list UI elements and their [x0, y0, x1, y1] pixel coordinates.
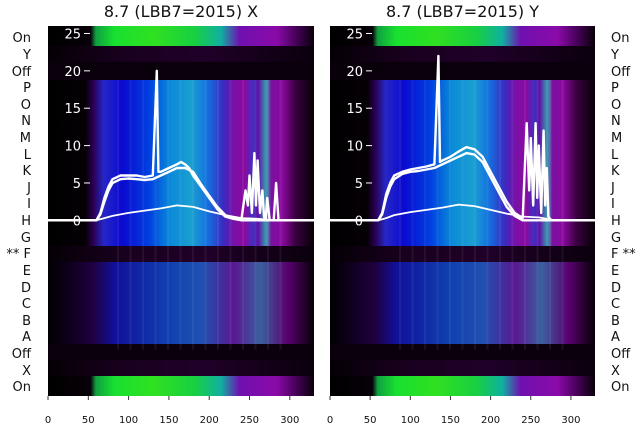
y-tick-label: 20 — [346, 65, 363, 80]
x-tick-label: 200 — [481, 415, 500, 426]
row-label: J — [26, 181, 31, 196]
row-label: B — [611, 314, 620, 329]
y-tick-label: 15 — [64, 102, 81, 117]
row-label: E — [23, 264, 31, 279]
row-label: I — [27, 197, 31, 212]
band-y-top — [48, 46, 314, 62]
row-label: L — [611, 148, 619, 163]
band-x-bottom — [330, 360, 595, 376]
band-main-lower — [330, 262, 595, 344]
row-label: P — [23, 81, 31, 96]
row-label: N — [21, 114, 31, 129]
x-tick-label: 50 — [364, 415, 377, 426]
band-off-top — [330, 62, 595, 80]
series-line-2 — [48, 166, 314, 222]
row-label: L — [24, 148, 32, 163]
y-tick-label: 10 — [346, 140, 363, 155]
row-label: J — [610, 181, 615, 196]
series-line-1 — [330, 54, 595, 222]
row-label: On — [13, 31, 31, 46]
row-label: P — [611, 81, 619, 96]
y-tick-label: 0 — [355, 214, 363, 229]
row-label: G — [611, 231, 621, 246]
y-tick-label: 25 — [346, 27, 363, 42]
y-tick-label: 5 — [355, 177, 363, 192]
band-f — [330, 246, 595, 262]
row-label: Y — [610, 48, 619, 63]
row-label: Off — [611, 347, 631, 362]
y-tick-label: 25 — [64, 27, 81, 42]
row-label: C — [611, 297, 620, 312]
row-label: F ** — [611, 247, 636, 262]
y-tick-label: 20 — [64, 65, 81, 80]
row-label: Off — [611, 65, 631, 80]
x-tick-label: 250 — [240, 415, 259, 426]
row-label: Y — [22, 48, 31, 63]
row-label: C — [22, 297, 31, 312]
x-tick-label: 300 — [280, 415, 299, 426]
row-label: O — [21, 98, 31, 113]
x-tick-label: 150 — [441, 415, 460, 426]
row-label: H — [21, 214, 31, 229]
row-label: K — [611, 164, 620, 179]
band-on-top — [330, 26, 595, 46]
row-label: ** F — [6, 247, 31, 262]
row-label: D — [611, 281, 621, 296]
band-off-bottom — [330, 344, 595, 360]
x-tick-label: 0 — [327, 415, 333, 426]
band-x-bottom — [48, 360, 314, 376]
row-label: On — [611, 380, 629, 395]
x-tick-label: 150 — [159, 415, 178, 426]
y-tick-label: 10 — [64, 140, 81, 155]
row-label: Off — [12, 347, 32, 362]
chart-title: 8.7 (LBB7=2015) X — [104, 2, 258, 21]
row-label: B — [22, 314, 31, 329]
band-off-bottom — [48, 344, 314, 360]
row-label: D — [21, 281, 31, 296]
series-line-2 — [330, 151, 595, 222]
band-off-top — [48, 62, 314, 80]
row-label: On — [611, 31, 629, 46]
series-line-3 — [330, 203, 595, 222]
y-tick-label: 15 — [346, 102, 363, 117]
row-label: N — [611, 114, 621, 129]
row-label: M — [20, 131, 31, 146]
y-tick-label: 5 — [73, 177, 81, 192]
x-tick-label: 50 — [82, 415, 95, 426]
band-f — [48, 246, 314, 262]
row-label: X — [22, 364, 31, 379]
band-on-bottom — [330, 376, 595, 396]
chart-title: 8.7 (LBB7=2015) Y — [386, 2, 539, 21]
band-y-top — [330, 46, 595, 62]
x-tick-label: 100 — [119, 415, 138, 426]
band-on-top — [48, 26, 314, 46]
row-label: O — [611, 98, 621, 113]
row-label: E — [611, 264, 619, 279]
row-label: A — [22, 330, 31, 345]
row-label: A — [611, 330, 620, 345]
band-on-bottom — [48, 376, 314, 396]
x-tick-label: 0 — [45, 415, 51, 426]
x-tick-label: 100 — [401, 415, 420, 426]
series-line-3 — [48, 204, 314, 222]
row-label: M — [611, 131, 622, 146]
y-tick-label: 0 — [73, 214, 81, 229]
row-label: I — [611, 197, 615, 212]
row-label: X — [611, 364, 620, 379]
row-label: K — [22, 164, 31, 179]
row-label: G — [21, 231, 31, 246]
x-tick-label: 200 — [200, 415, 219, 426]
x-tick-label: 250 — [521, 415, 540, 426]
band-main-lower — [48, 262, 314, 344]
row-label: On — [13, 380, 31, 395]
x-tick-label: 300 — [561, 415, 580, 426]
row-label: H — [611, 214, 621, 229]
row-label: Off — [12, 65, 32, 80]
